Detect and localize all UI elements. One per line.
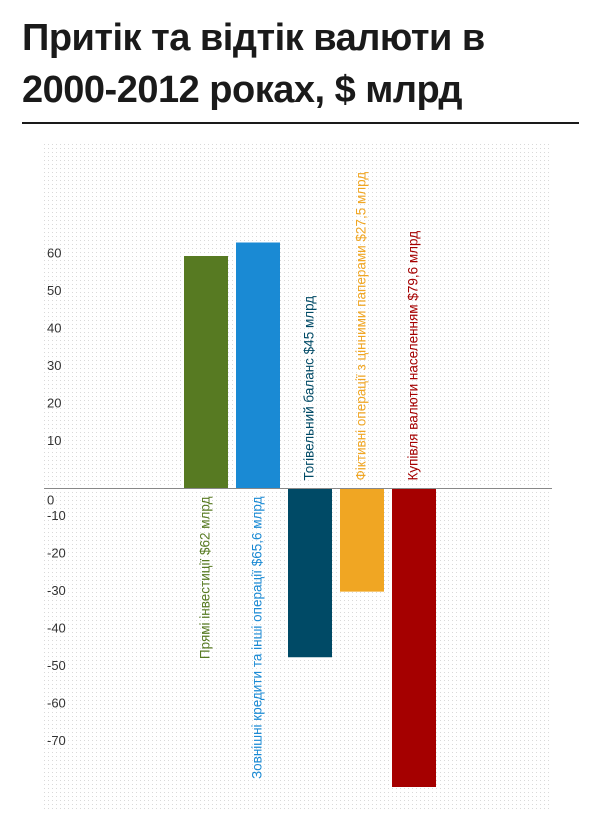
y-tick-label: 30 [47, 358, 61, 373]
y-tick-label: -60 [47, 696, 66, 711]
y-tick-label: 40 [47, 321, 61, 336]
y-tick-label: -50 [47, 658, 66, 673]
y-tick-label: 10 [47, 433, 61, 448]
y-tick-label: 20 [47, 396, 61, 411]
y-axis: 60 50 40 30 20 10 0-10 -20 -30 -40 -50 -60 -70 [47, 246, 66, 749]
y-tick-label: -10 [47, 508, 66, 523]
bar-label-5: Купівля валюти населенням $79,6 млрд [406, 231, 421, 481]
bar-label-3: Тогівельний баланс $45 млрд [302, 296, 317, 481]
y-tick-label: 60 [47, 246, 61, 261]
y-tick-label: -70 [47, 733, 66, 748]
bar-5 [392, 488, 436, 787]
y-tick-label: 50 [47, 283, 61, 298]
bar-label-2: Зовнішні кредити та інші операції $65,6 … [250, 496, 265, 779]
chart-title: Притік та відтік валюти в 2000-2012 рока… [22, 17, 485, 111]
bar-4 [340, 488, 384, 592]
y-tick-label: -40 [47, 621, 66, 636]
bar-labels: Прямі інвестиції $62 млрд Зовнішні кредит… [198, 172, 421, 779]
y-tick-label: 0 [47, 493, 54, 508]
y-tick-label: -20 [47, 546, 66, 561]
plot-background [44, 143, 552, 809]
bar-label-1: Прямі інвестиції $62 млрд [198, 496, 213, 659]
bar-1 [184, 256, 228, 489]
title-underline [22, 122, 579, 124]
bar-2 [236, 242, 280, 489]
bar-3 [288, 488, 332, 658]
bar-label-4: Фіктивні операції з цінними паперами $27… [354, 172, 369, 481]
bars [184, 242, 436, 787]
y-tick-label: -30 [47, 583, 66, 598]
